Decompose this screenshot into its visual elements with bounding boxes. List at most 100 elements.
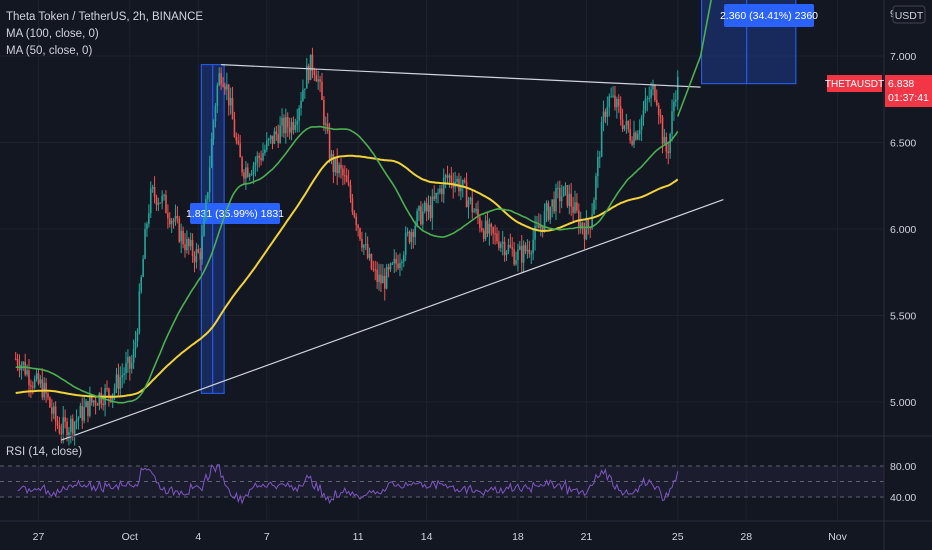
grid <box>0 0 884 520</box>
candle-body <box>144 228 146 259</box>
candle-body <box>193 256 196 263</box>
candle-body <box>245 167 247 179</box>
candle-body <box>220 73 222 85</box>
candle-body <box>332 154 335 173</box>
candle-body <box>515 260 517 265</box>
candle-body <box>673 101 675 112</box>
candle-body <box>300 100 302 109</box>
candle-body <box>399 263 401 269</box>
candle-body <box>323 99 325 125</box>
candle-body <box>66 421 68 438</box>
candle-body <box>397 263 399 269</box>
candle-body <box>425 202 428 212</box>
price-tick-label: 6.000 <box>890 224 916 236</box>
candle-body <box>14 358 17 360</box>
candle-body <box>608 96 611 108</box>
candle-body <box>422 211 424 225</box>
candle-body <box>85 401 87 408</box>
candle-body <box>553 199 555 212</box>
candle-body <box>149 188 152 214</box>
candle-body <box>610 96 612 98</box>
candle-body <box>119 377 122 389</box>
candle-body <box>207 192 209 200</box>
candle-body <box>73 422 76 434</box>
candle-body <box>667 151 670 154</box>
candle-body <box>113 387 116 394</box>
candle-body <box>418 206 420 212</box>
candle-body <box>648 98 651 100</box>
candle-body <box>136 332 139 342</box>
ma100-legend: MA (100, close, 0) <box>6 28 99 40</box>
candle-body <box>92 400 95 403</box>
candle-body <box>246 167 249 177</box>
candle-body <box>404 232 407 255</box>
currency-button[interactable] <box>892 5 926 24</box>
currency-button-label: USDT <box>895 10 924 22</box>
candle-body <box>302 89 304 101</box>
candle-body <box>583 229 586 240</box>
candle-body <box>376 269 378 282</box>
candle-body <box>75 419 78 423</box>
candle-body <box>617 99 620 107</box>
candle-body <box>401 261 403 264</box>
candle-body <box>646 98 649 100</box>
trendlines[interactable] <box>61 64 724 441</box>
candle-body <box>606 107 609 117</box>
candle-body <box>68 431 70 438</box>
candle-body <box>469 197 472 201</box>
candle-body <box>555 188 557 212</box>
measure-past-box[interactable]: 1.831 (35.99%) 1831 <box>186 64 284 394</box>
candle-body <box>252 165 255 174</box>
candle-body <box>81 406 84 421</box>
candle-body <box>500 243 502 248</box>
candle-body <box>305 65 308 89</box>
last-price-tag-bg <box>885 75 932 108</box>
candle-body <box>212 121 215 140</box>
candle-body <box>197 249 200 253</box>
candle-body <box>361 238 363 248</box>
candle-body <box>602 111 605 123</box>
candle-body <box>58 425 61 434</box>
candle-body <box>273 131 276 144</box>
candle-body <box>214 105 217 122</box>
candle-body <box>530 253 533 255</box>
candle-body <box>319 79 321 82</box>
candle-body <box>229 97 232 106</box>
candle-body <box>311 54 314 71</box>
candle-body <box>524 245 527 252</box>
candle-body <box>285 116 287 134</box>
candle-body <box>383 275 386 289</box>
measure-past-label-bg <box>190 203 280 224</box>
candle-body <box>661 117 664 144</box>
candle-body <box>31 386 34 388</box>
candle-body <box>132 348 135 363</box>
candle-body <box>395 258 397 264</box>
candle-body <box>598 156 601 158</box>
candle-body <box>172 220 175 222</box>
candle-body <box>543 211 546 231</box>
candle-body <box>532 239 534 254</box>
candle-body <box>62 417 65 434</box>
candle-body <box>538 225 540 229</box>
candle-body <box>391 263 394 265</box>
candle-body <box>477 208 479 218</box>
rsi-legend: RSI (14, close) <box>6 446 83 458</box>
measure-target-box[interactable]: 2.360 (34.41%) 2360 <box>701 0 819 85</box>
candle-body <box>650 89 652 99</box>
candle-body <box>22 361 25 365</box>
candle-body <box>87 401 89 416</box>
candle-body <box>433 196 436 199</box>
candle-body <box>298 108 300 121</box>
candle-body <box>435 192 437 199</box>
candle-body <box>547 203 550 220</box>
projection-path[interactable] <box>676 0 819 117</box>
candle-body <box>656 100 658 106</box>
candle-body <box>90 396 93 403</box>
candle-body <box>296 120 299 125</box>
candle-body <box>393 258 396 264</box>
candle-body <box>313 70 316 76</box>
candle-body <box>260 158 262 161</box>
candle-body <box>636 134 639 140</box>
candle-body <box>45 382 47 394</box>
